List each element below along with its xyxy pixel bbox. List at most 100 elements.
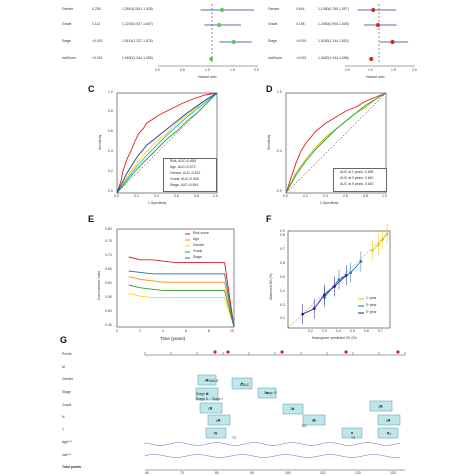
nomo-points-marker-2 xyxy=(280,350,284,354)
roc-c-ytick-4: 0.8 xyxy=(108,109,113,113)
calib-ytick-2: 0.4 xyxy=(280,289,285,293)
calib-ytick-1: 0.3 xyxy=(280,303,285,307)
forest-right-tick-0: 0.5 xyxy=(345,68,350,72)
calib-ytick-7: 0.9 xyxy=(280,229,285,233)
calib-legend-2: 5−year xyxy=(366,310,377,314)
cindex-series-3 xyxy=(128,284,235,328)
forest-right-point-0 xyxy=(371,8,376,12)
nomo-box-label-g1: G1 xyxy=(208,407,213,411)
cindex-series-2 xyxy=(128,292,235,328)
calib-frame xyxy=(287,230,391,329)
roc-c-ytick-5: 1.0 xyxy=(108,90,113,94)
roc-d-series-2 xyxy=(285,92,387,194)
roc-c-legend-4: Stage, AUC=0.594 xyxy=(170,183,199,187)
nomo-total-tick-7: 130 xyxy=(390,471,396,475)
nomo-risk-density xyxy=(144,454,401,458)
roc-c-xtick-2: 0.4 xyxy=(154,194,159,198)
roc-c-legend-2: Gender, AUC=0.522 xyxy=(170,171,201,175)
forest-left-marks xyxy=(200,8,255,61)
forest-left-point-3 xyxy=(209,57,214,61)
cindex-ytick-1: 0.50 xyxy=(105,309,112,313)
calib-xlabel: Nomogram−predicted OS (%) xyxy=(312,336,357,340)
roc-c-series-1 xyxy=(116,92,218,194)
cindex-ytick-3: 0.60 xyxy=(105,281,112,285)
calib-xtick-3: 0.5 xyxy=(350,329,355,333)
nomo-row-6: T xyxy=(62,428,65,432)
cindex-frame xyxy=(116,228,235,328)
roc-c-xtick-0: 0.0 xyxy=(114,194,119,198)
nomo-total-tick-2: 80 xyxy=(215,471,219,475)
calib-ytick-3: 0.5 xyxy=(280,275,285,279)
forest-right-point-3 xyxy=(369,57,374,61)
cindex-xlabel: Time (years) xyxy=(160,336,186,341)
roc-c-series-3 xyxy=(116,92,218,194)
calibration-plot xyxy=(287,223,391,329)
nomo-total-tick-0: 60 xyxy=(145,471,149,475)
nomo-box-label-t4: T4 xyxy=(387,432,391,436)
calib-point-2-1 xyxy=(312,307,316,310)
calib-series-1 xyxy=(324,261,362,298)
nomo-box-dot-1 xyxy=(241,382,243,385)
roc-c-ytick-1: 0.2 xyxy=(108,169,113,173)
calib-point-2-0 xyxy=(301,312,304,316)
roc-d-xtick-5: 1.0 xyxy=(382,194,387,198)
nomo-box-dot-2 xyxy=(206,393,208,395)
calib-legend-1: 3−year xyxy=(366,303,377,307)
forest-right-point-1 xyxy=(375,23,380,27)
nomo-row-2: Gender xyxy=(62,377,74,381)
nomo-total-tick-6: 120 xyxy=(355,471,361,475)
roc-c-ylabel: Sensitivity xyxy=(98,134,102,150)
forest-right-hr-3: 1.0630(1.044-1.086) xyxy=(318,56,349,60)
roc-c-xtick-1: 0.2 xyxy=(134,194,139,198)
forest-left-point-0 xyxy=(220,8,225,12)
calib-legend-0: 1−year xyxy=(366,296,377,300)
calib-point-0-2 xyxy=(381,238,385,241)
nomo-total-tick-3: 90 xyxy=(250,471,254,475)
calib-point-2-4 xyxy=(344,274,348,277)
forest-right-tick-1: 1.0 xyxy=(368,68,373,72)
forest-left-p-2: <0.001 xyxy=(92,39,103,43)
calib-xtick-2: 0.4 xyxy=(336,329,341,333)
roc-c-xtick-3: 0.6 xyxy=(174,194,179,198)
cindex-series-1 xyxy=(128,276,235,328)
roc-d-series-0 xyxy=(285,92,387,194)
panel-label-e: E xyxy=(88,214,95,224)
cindex-ylabel: Concordance index xyxy=(97,270,101,300)
roc-plot-c xyxy=(116,92,218,194)
forest-left-xlabel: Hazard ratio xyxy=(198,75,217,79)
forest-right-hr-2: 1.5180(1.244-1.852) xyxy=(318,39,349,43)
calib-point-0-0 xyxy=(371,249,374,252)
forest-plot-left xyxy=(158,4,258,67)
nomo-age-density xyxy=(144,442,401,446)
calib-point-1-2 xyxy=(349,271,352,274)
cindex-legend-2: Gender xyxy=(193,243,205,247)
roc-d-ytick-2: 0.4 xyxy=(277,149,282,153)
forest-left-hr-0: 1.2810(0.851-1.928) xyxy=(122,7,153,11)
cindex-legend-4: Stage xyxy=(193,255,202,259)
cindex-series-4 xyxy=(128,270,235,328)
roc-c-xlabel: 1-Specificity xyxy=(148,201,167,205)
calib-series-0 xyxy=(372,233,388,251)
cindex-ytick-2: 0.55 xyxy=(105,295,112,299)
cindex-xtick-0: 0 xyxy=(116,329,118,333)
roc-c-legend xyxy=(163,158,217,192)
forest-left-hr-2: 1.5151(1.227-1.876) xyxy=(122,39,153,43)
cindex-ytick-0: 0.45 xyxy=(105,323,112,327)
panel-label-d: D xyxy=(266,84,273,94)
nomo-box-label-female: FEMALE xyxy=(205,379,219,383)
roc-c-ytick-0: 0.0 xyxy=(108,189,113,193)
nomo-box-label-stage2: Stage II xyxy=(196,397,208,401)
roc-d-legend xyxy=(333,168,387,192)
roc-c-series-2 xyxy=(116,92,218,194)
forest-right-label-0: Gender xyxy=(268,7,280,11)
forest-right-label-3: riskScore xyxy=(268,56,283,60)
nomo-box-dot-10 xyxy=(215,432,217,434)
nomogram xyxy=(144,350,406,471)
nomo-box-label-t3: T3 xyxy=(351,436,355,440)
calib-point-2-3 xyxy=(333,285,336,288)
cindex-series-0 xyxy=(128,256,235,328)
forest-left-p-3: <0.001 xyxy=(92,56,103,60)
nomo-box-label-n0: N0 xyxy=(216,419,221,423)
nomo-total-tick-1: 70 xyxy=(180,471,184,475)
